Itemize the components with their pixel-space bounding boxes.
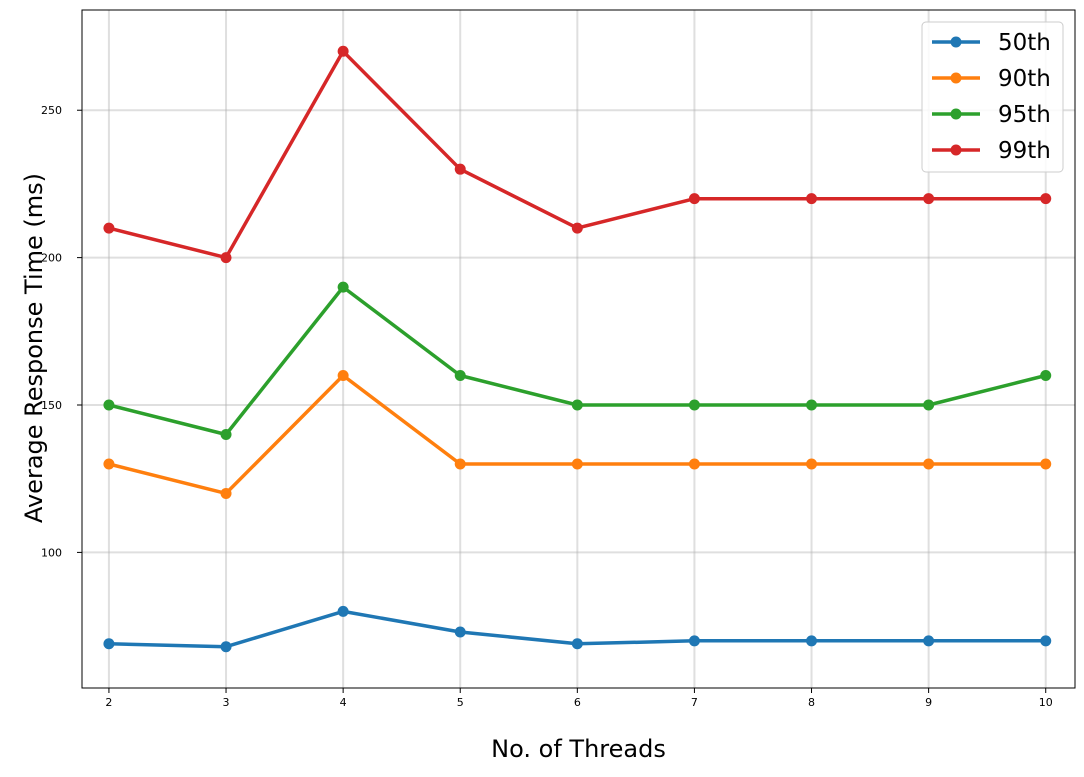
x-tick-label: 9 [925, 696, 932, 709]
data-point-95th [103, 399, 115, 411]
y-tick-label: 250 [41, 104, 62, 117]
data-point-50th [220, 641, 232, 653]
x-tick-label: 7 [691, 696, 698, 709]
data-point-99th [103, 222, 115, 234]
legend-marker-50th [950, 36, 962, 48]
data-point-90th [688, 458, 700, 470]
data-point-90th [454, 458, 466, 470]
legend-box [921, 21, 1064, 173]
data-point-50th [923, 635, 935, 647]
x-tick-label: 6 [574, 696, 581, 709]
data-point-50th [337, 605, 349, 617]
data-point-99th [806, 193, 818, 205]
data-point-50th [103, 638, 115, 650]
data-point-95th [923, 399, 935, 411]
data-point-90th [1040, 458, 1052, 470]
data-point-90th [220, 487, 232, 499]
data-point-99th [923, 193, 935, 205]
y-tick-label: 200 [41, 252, 62, 265]
series-lines [103, 45, 1052, 653]
data-point-99th [337, 45, 349, 57]
plot-frame [81, 9, 1076, 689]
data-point-50th [688, 635, 700, 647]
y-tick-label: 100 [41, 546, 62, 559]
series-99th [103, 45, 1052, 264]
series-90th [103, 370, 1052, 499]
y-tick-label: 150 [41, 399, 62, 412]
legend-label-99th: 99th [998, 138, 1051, 164]
data-point-50th [806, 635, 818, 647]
data-point-50th [571, 638, 583, 650]
x-tick-label: 3 [223, 696, 230, 709]
data-point-95th [571, 399, 583, 411]
data-point-99th [571, 222, 583, 234]
legend-marker-90th [950, 72, 962, 84]
x-tick-label: 4 [340, 696, 347, 709]
data-point-99th [1040, 193, 1052, 205]
data-point-95th [337, 281, 349, 293]
data-point-50th [1040, 635, 1052, 647]
data-point-50th [454, 626, 466, 638]
x-tick-label: 8 [808, 696, 815, 709]
data-point-90th [923, 458, 935, 470]
data-point-95th [1040, 370, 1052, 382]
x-tick-label: 2 [105, 696, 112, 709]
data-point-90th [571, 458, 583, 470]
x-axis-label: No. of Threads [491, 735, 666, 763]
data-point-95th [454, 370, 466, 382]
legend-label-50th: 50th [998, 30, 1051, 56]
data-point-95th [806, 399, 818, 411]
legend-marker-95th [950, 108, 962, 120]
data-point-90th [806, 458, 818, 470]
data-point-95th [220, 428, 232, 440]
data-point-95th [688, 399, 700, 411]
data-point-99th [688, 193, 700, 205]
legend-label-95th: 95th [998, 102, 1051, 128]
x-tick-label: 10 [1039, 696, 1053, 709]
series-50th [103, 605, 1052, 653]
data-point-90th [337, 370, 349, 382]
series-95th [103, 281, 1052, 440]
legend: 50th 90th 95th 99th [921, 21, 1064, 173]
data-point-99th [220, 252, 232, 264]
legend-label-90th: 90th [998, 66, 1051, 92]
axis-ticks: 2 3 4 5 6 7 8 9 10 100 150 200 250 [41, 104, 1053, 709]
data-point-99th [454, 163, 466, 175]
legend-marker-99th [950, 144, 962, 156]
data-point-90th [103, 458, 115, 470]
x-tick-label: 5 [457, 696, 464, 709]
y-axis-label: Average Response Time (ms) [20, 173, 48, 523]
